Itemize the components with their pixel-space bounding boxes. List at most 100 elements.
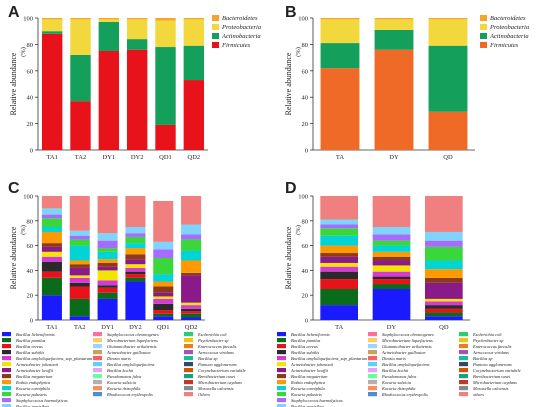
c-legend-label-kocuria-carniphila: Kocuria carniphila <box>15 386 51 391</box>
d-legend-swatch-bacillus-sp <box>459 356 468 361</box>
d-legend-label-rhodococcus-erythropolis: Rhodococcus erythropolis <box>381 392 428 397</box>
c-bar-dy2-bacillus-megaterium <box>125 254 146 260</box>
c-x-tick-label: QD1 <box>157 324 170 331</box>
c-legend-label-moraxella-osloensis: Moraxella osloensis <box>197 386 234 391</box>
a-legend-label-firmicutes: Firmicutes <box>221 42 251 49</box>
a-y-tick-label: 100 <box>23 16 33 23</box>
a-x-tick-label: QD2 <box>188 154 201 161</box>
c-legend-swatch-kocuria-palustris <box>2 392 11 397</box>
a-bar-ta1-bacteroidetes <box>41 18 63 20</box>
b-bar-qd-actinobacteria <box>428 45 468 112</box>
b-bar-qd-bacteroidetes <box>428 18 468 20</box>
d-bar-dy-others <box>372 196 411 227</box>
c-legend-swatch-dietzia-maris <box>93 356 102 361</box>
c-bar-qd2-bacillus-megaterium <box>181 272 202 276</box>
d-legend-swatch-others <box>459 392 468 397</box>
c-legend-label-bacillus-licheniformis: Bacillus licheniformis <box>16 332 55 337</box>
c-legend-label-rhodococcus-erythropolis: Rhodococcus erythropolis <box>106 392 153 397</box>
d-bar-qd-acinetobacter-johnsonii <box>424 298 463 302</box>
c-bar-dy2-staphylococcus-haemolyticus <box>125 233 146 237</box>
d-legend-swatch-corynebacterium-variabile <box>459 368 468 373</box>
c-y-tick-label: 80 <box>27 218 34 225</box>
c-bar-ta2-staphylococcus-haemolyticus <box>69 235 90 240</box>
c-legend-swatch-rhodococcus-erythropolis <box>93 392 102 397</box>
a-bar-ta1-proteobacteria <box>41 19 63 32</box>
d-bar-ta-staphylococcus-haemolyticus <box>320 224 359 229</box>
a-y-tick-label: 40 <box>27 95 34 102</box>
panel-letter-a: A <box>8 4 20 21</box>
c-legend-label-bacillus-cereus: Bacillus cereus <box>16 344 43 349</box>
c-bar-dy2-kocuria-palustris <box>125 236 146 244</box>
d-legend-swatch-kocuria-palustris <box>277 392 286 397</box>
c-bar-ta2-kocuria-palustris <box>69 239 90 246</box>
d-legend-swatch-brevibacterium-casei <box>459 374 468 379</box>
d-bar-ta-bacillus-cereus <box>320 279 359 289</box>
b-y-axis-label: Relative abundance <box>284 52 293 115</box>
c-legend-swatch-staphylococcus-haemolyticus <box>2 398 11 403</box>
c-legend-label-psychrobacter-sp: Psychrobacter sp <box>197 338 229 343</box>
c-legend-swatch-bacillus-sp <box>184 356 193 361</box>
c-legend-swatch-bacillus-cereus <box>2 344 11 349</box>
c-legend-swatch-microbacterium-oxydans <box>184 380 193 385</box>
chart-d: 0 20 40 60 80 100 Relative abundance (%) TA DY QD B… <box>277 194 521 407</box>
d-legend-label-microbacterium-oxydans: Microbacterium oxydans <box>472 380 517 385</box>
d-y-tick-label: 100 <box>298 194 308 201</box>
d-legend-swatch-bacillus-amyloliquefaciens-sup-plantarum <box>277 356 286 361</box>
c-legend-swatch-kocuria-rhizophila <box>93 386 102 391</box>
c-legend-swatch-bacillus-marisflavi <box>2 404 11 407</box>
d-y-tick-label: 20 <box>302 293 309 300</box>
a-bar-qd1-firmicutes <box>155 124 176 150</box>
a-bar-qd1-proteobacteria <box>155 20 176 48</box>
a-legend-swatch-proteobacteria <box>212 24 219 30</box>
d-x-tick-label: QD <box>439 324 449 331</box>
c-legend-label-rothia-endophytica: Rothia endophytica <box>15 380 51 385</box>
d-legend-label-staphylococcus-haemolyticus: Staphylococcus haemolyticus <box>291 398 343 403</box>
d-bar-dy-staphylococcus-haemolyticus <box>372 234 411 241</box>
d-legend-label-dietzia-maris: Dietzia maris <box>381 356 406 361</box>
c-bar-dy1-bacillus-cereus <box>97 287 118 293</box>
c-legend-swatch-kocuria-salsicia <box>93 380 102 385</box>
a-bar-qd2-firmicutes <box>183 80 205 150</box>
c-bar-dy1-kocuria-palustris <box>97 248 118 252</box>
c-bar-qd2-bacillus-licheniformis <box>181 317 202 320</box>
d-legend-label-bacillus-subtilis: Bacillus subtilis <box>291 350 319 355</box>
c-legend-label-bacillus-subtilis: Bacillus subtilis <box>16 350 44 355</box>
c-bar-qd1-acinetobacter-lwoffii <box>153 292 174 297</box>
c-bar-dy2-acinetobacter-johnsonii <box>125 264 146 268</box>
c-bar-dy1-rothia-endophytica <box>97 259 118 263</box>
c-legend-swatch-aerococcus-viridans <box>184 350 193 355</box>
c-bar-dy1-others <box>97 196 118 234</box>
c-bar-dy1-bacillus-licheniformis <box>97 298 118 320</box>
c-bar-qd1-bacillus-marisflavi <box>153 241 174 250</box>
c-x-tick-label: TA1 <box>46 324 57 331</box>
d-bar-ta-acinetobacter-lwoffii <box>320 256 359 263</box>
d-legend-swatch-staphylococcus-chromogenes <box>368 332 377 337</box>
d-bar-qd-others <box>424 196 463 232</box>
a-bar-ta1-actinobacteria <box>41 31 63 34</box>
c-legend-label-acinetobacter-guillouiae: Acinetobacter guillouiae <box>106 350 151 355</box>
d-legend-label-microbacterium-liquefaciens: Microbacterium liquefaciens <box>381 338 433 343</box>
c-bar-ta2-bacillus-marisflavi <box>69 230 90 236</box>
d-bar-ta-bacillus-subtilis <box>320 271 359 280</box>
d-legend-swatch-bacillus-cereus <box>277 344 286 349</box>
d-bar-qd-bacillus-megaterium <box>424 277 463 283</box>
a-bar-qd1-actinobacteria <box>155 47 176 125</box>
c-bar-qd1-staphylococcus-haemolyticus <box>153 249 174 258</box>
d-legend-swatch-pantoea-agglomerans <box>459 362 468 367</box>
d-legend-swatch-bacillus-kochii <box>368 368 377 373</box>
d-legend-label-pseudomonas-fulva: Pseudomonas fulva <box>381 374 417 379</box>
c-legend-swatch-escherichia-coli <box>184 332 193 337</box>
d-legend-swatch-psychrobacter-sp <box>459 338 468 343</box>
b-bar-dy-actinobacteria <box>374 29 414 50</box>
d-legend-swatch-dietzia-maris <box>368 356 377 361</box>
a-y-axis-label: Relative abundance <box>9 52 18 115</box>
a-legend-label-actinobacteria: Actinobacteria <box>221 33 261 40</box>
b-bar-ta-firmicutes <box>320 68 360 150</box>
a-bar-dy1-actinobacteria <box>98 21 120 51</box>
b-legend-label-bacteroidetes: Bacteroidetes <box>490 15 526 22</box>
d-y-tick-label: 80 <box>302 218 309 225</box>
b-legend-label-proteobacteria: Proteobacteria <box>489 24 529 31</box>
c-legend-label-staphylococcus-haemolyticus: Staphylococcus haemolyticus <box>16 398 68 403</box>
c-bar-qd1-bacillus-subtilis <box>153 303 174 311</box>
d-legend-label-enterococcus-faecalis: Enterococcus faecalis <box>472 344 512 349</box>
